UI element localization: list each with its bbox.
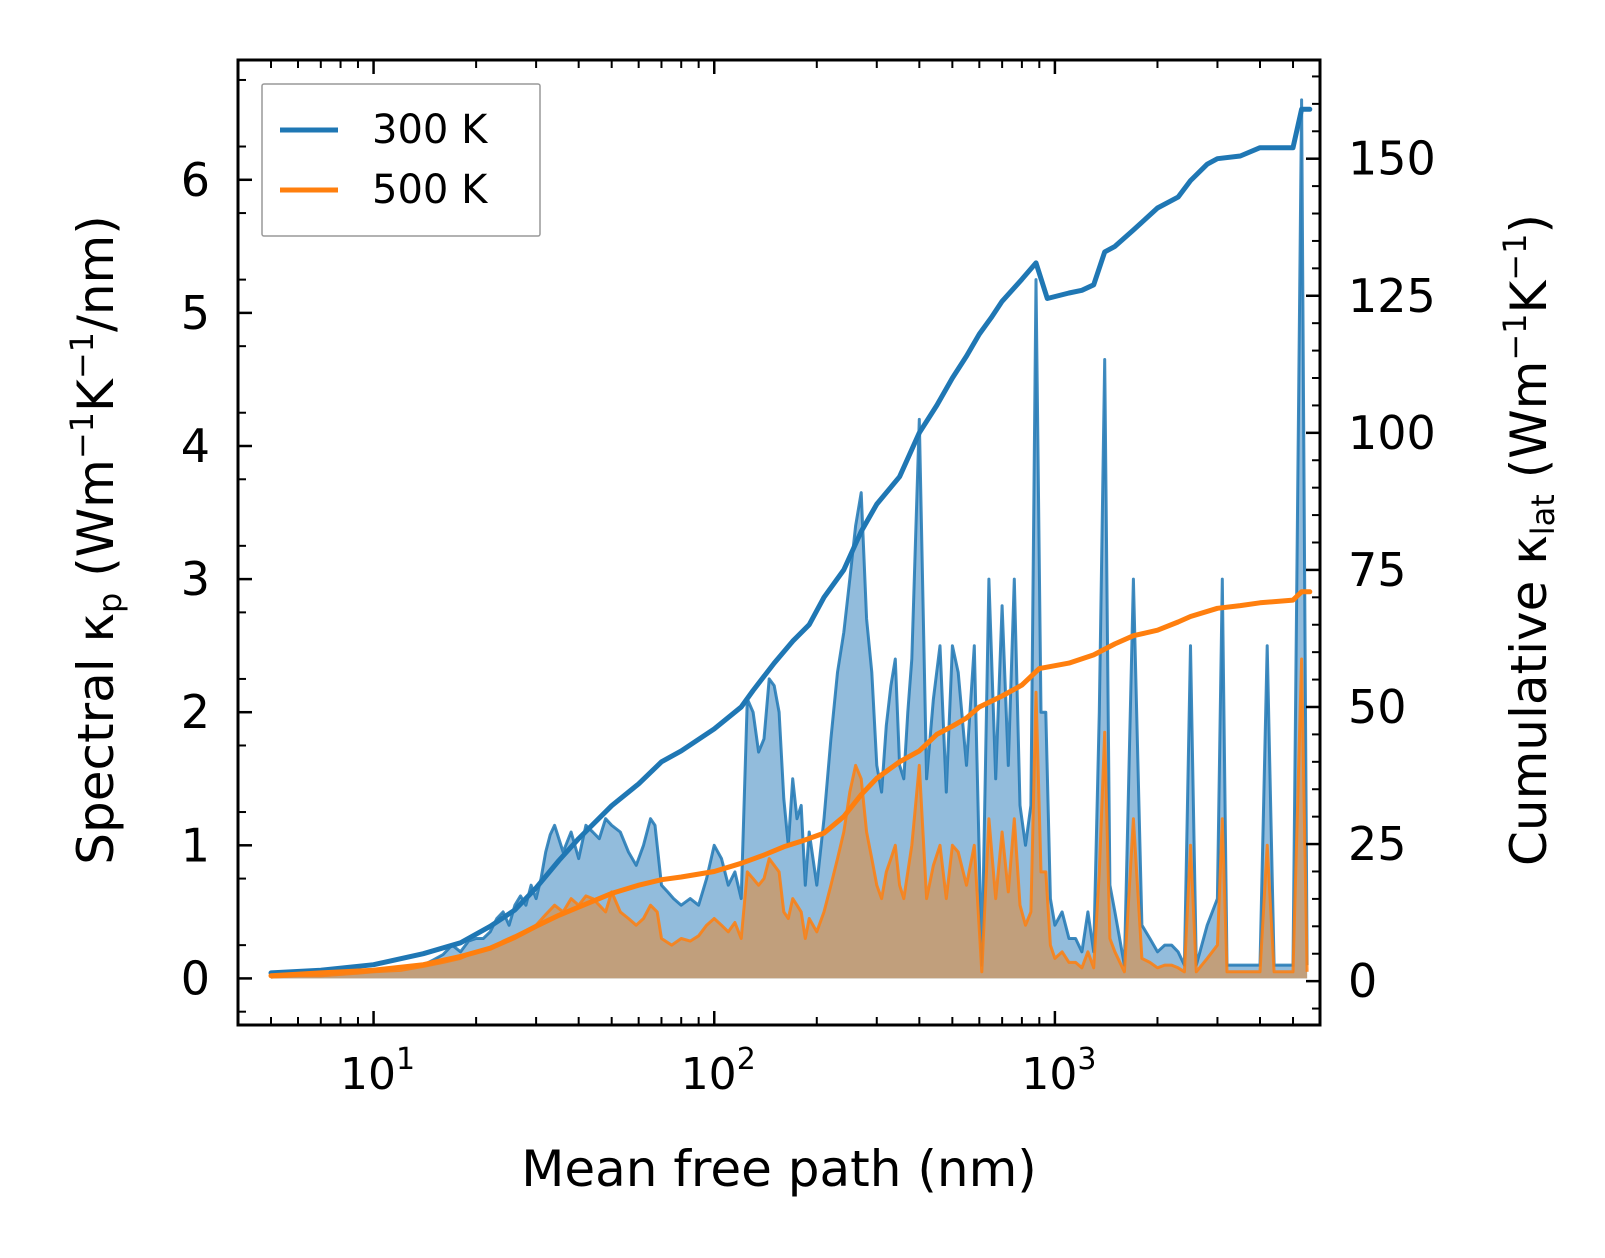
left-ylabel-sub: p (91, 593, 129, 613)
left-ylabel-prefix: Spectral κ (67, 613, 125, 865)
legend: 300 K 500 K (261, 83, 541, 237)
right-y-tick-label: 50 (1348, 680, 1407, 734)
left-y-tick-label: 4 (181, 419, 210, 473)
right-y-tick-label: 150 (1348, 132, 1436, 186)
right-y-tick-label: 75 (1348, 543, 1407, 597)
right-ylabel-sub: lat (1524, 494, 1562, 535)
right-ylabel-suffix: (Wm (1500, 361, 1558, 495)
left-ylabel-suffix: (Wm (67, 459, 125, 593)
left-y-axis-label: Spectral κp (Wm−1K−1/nm) (63, 215, 129, 865)
x-tick-label-exp: 3 (1077, 1042, 1096, 1077)
plot-frame (236, 58, 1322, 1027)
right-ylabel-sup1: −1 (1496, 313, 1534, 360)
x-tick-label-base: 10 (1021, 1049, 1077, 1100)
left-y-tick-label: 3 (181, 552, 210, 606)
x-axis-label: Mean free path (nm) (521, 1140, 1037, 1198)
x-tick-label: 103 (1021, 1042, 1096, 1100)
right-ylabel-mid: K (1500, 279, 1558, 313)
left-ylabel-sup2: −1 (63, 332, 101, 379)
right-y-tick-label: 25 (1348, 817, 1407, 871)
right-y-tick-label: 125 (1348, 269, 1436, 323)
cumulative-line-layer (268, 106, 1313, 979)
left-y-tick-label: 2 (181, 685, 210, 739)
right-y-axis-label: Cumulative κlat (Wm−1K−1) (1496, 214, 1562, 866)
left-y-tick-label: 0 (181, 951, 210, 1005)
x-tick-label: 101 (340, 1042, 415, 1100)
x-tick-label-base: 10 (681, 1049, 737, 1100)
legend-label-300k: 300 K (372, 107, 489, 153)
left-y-tick-label: 1 (181, 818, 210, 872)
right-ylabel-prefix: Cumulative κ (1500, 535, 1558, 866)
legend-box (261, 83, 541, 237)
x-tick-label-base: 10 (340, 1049, 396, 1100)
series-line-300-k-cumulative (268, 106, 1313, 976)
legend-label-500k: 500 K (372, 167, 489, 213)
left-y-tick-label: 6 (181, 153, 210, 207)
series-line-500-k-cumulative (268, 589, 1313, 979)
right-ylabel-end: ) (1500, 214, 1558, 234)
right-y-tick-label: 100 (1348, 406, 1436, 460)
series-line-500-k-spectral (270, 657, 1309, 979)
left-y-tick-label: 5 (181, 286, 210, 340)
left-ylabel-end: /nm) (67, 215, 125, 332)
x-tick-label-exp: 2 (737, 1042, 756, 1077)
right-ylabel-sup2: −1 (1496, 234, 1534, 281)
left-ylabel-mid: K (67, 378, 125, 412)
x-tick-label: 102 (681, 1042, 756, 1100)
x-tick-label-exp: 1 (396, 1042, 415, 1077)
right-y-tick-label: 0 (1348, 954, 1377, 1008)
left-ylabel-sup1: −1 (63, 412, 101, 459)
